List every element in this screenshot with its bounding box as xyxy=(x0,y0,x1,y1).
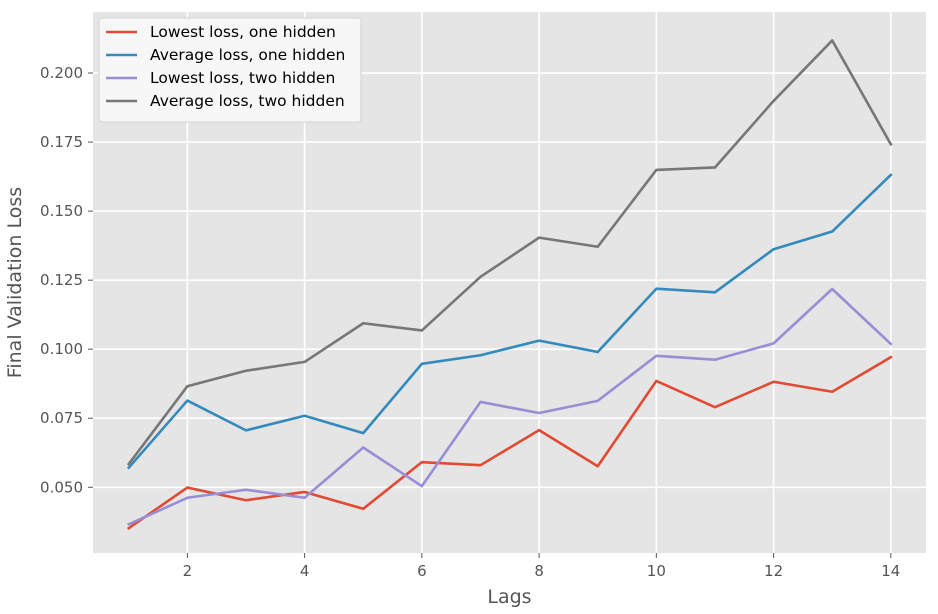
y-tick-label: 0.100 xyxy=(40,340,83,358)
legend-label: Lowest loss, one hidden xyxy=(150,23,336,41)
y-tick-label: 0.175 xyxy=(40,133,83,151)
x-tick-label: 14 xyxy=(881,562,900,580)
legend: Lowest loss, one hidden Average loss, one… xyxy=(98,17,362,123)
y-axis-label: Final Validation Loss xyxy=(4,187,26,378)
series-lines xyxy=(126,39,893,530)
series-line-1 xyxy=(126,355,893,530)
y-tick-label: 0.050 xyxy=(40,478,83,496)
series-line-4 xyxy=(126,39,893,466)
y-axis-ticks: 0.050 0.075 0.100 0.125 0.150 0.175 0.200 xyxy=(40,64,93,496)
x-tick-label: 10 xyxy=(647,562,666,580)
x-tick-label: 2 xyxy=(183,562,193,580)
series-line-2 xyxy=(126,173,893,470)
legend-box xyxy=(98,17,362,123)
series-line-3 xyxy=(127,287,893,527)
x-tick-label: 4 xyxy=(300,562,310,580)
x-tick-label: 12 xyxy=(764,562,783,580)
legend-label: Average loss, one hidden xyxy=(150,46,345,64)
x-tick-label: 8 xyxy=(534,562,544,580)
y-tick-label: 0.075 xyxy=(40,409,83,427)
x-axis-ticks: 2 4 6 8 10 12 14 xyxy=(183,553,900,580)
y-tick-label: 0.200 xyxy=(40,64,83,82)
x-axis-label: Lags xyxy=(487,586,531,608)
x-tick-label: 6 xyxy=(417,562,427,580)
legend-label: Lowest loss, two hidden xyxy=(150,69,335,87)
y-tick-label: 0.125 xyxy=(40,271,83,289)
legend-label: Average loss, two hidden xyxy=(150,92,345,110)
y-tick-label: 0.150 xyxy=(40,202,83,220)
